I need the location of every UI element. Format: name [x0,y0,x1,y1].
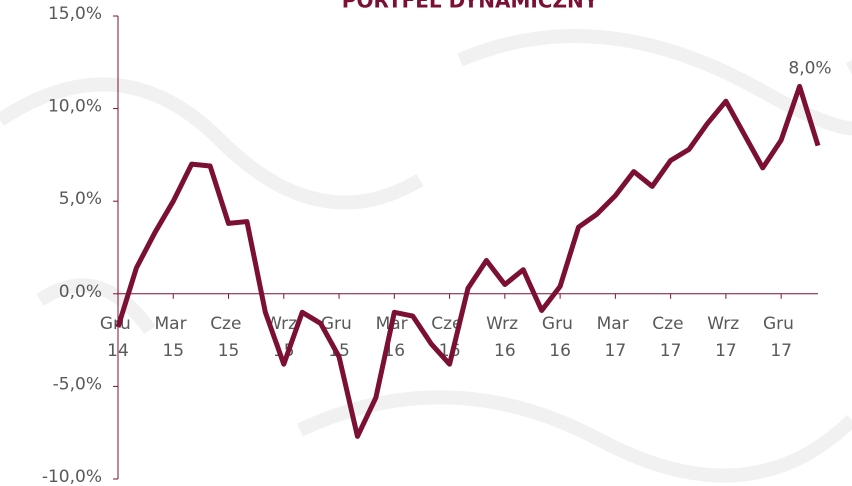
x-tick-label-line: 17 [770,341,792,361]
x-tick-label-line: Cze [210,314,247,334]
chart-title: PORTFEL DYNAMICZNY [342,0,599,13]
x-tick-label-line: 14 [107,341,129,361]
x-tick-label: Wrz 16 [486,314,523,361]
line-series [115,83,821,439]
x-tick-label-line: 17 [660,341,682,361]
y-tick-label: 5,0% [59,189,102,209]
x-tick-label: Gru 17 [763,314,799,361]
x-tick-label: Wrz 17 [707,314,744,361]
x-tick-label-line: 16 [549,341,571,361]
x-tick-label: Gru 16 [542,314,578,361]
x-tick-label-line: Mar [155,314,192,334]
x-tick-label: Mar 15 [155,314,192,361]
x-tick-label-line: Gru [542,314,578,334]
x-tick-label-line: Mar [597,314,634,334]
x-tick-label-line: 17 [715,341,737,361]
y-tick-label: 10,0% [48,97,102,117]
x-tick-label-line: Cze [652,314,689,334]
x-tick-label-line: 17 [605,341,627,361]
y-tick-label: 15,0% [48,4,102,24]
x-tick-label-line: Wrz [707,314,744,334]
background-pattern [0,29,852,483]
x-tick-label: Cze 15 [210,314,247,361]
y-tick-label: -5,0% [53,374,102,394]
x-tick-label-line: 16 [494,341,516,361]
y-tick-label: -10,0% [42,467,102,486]
data-label: 8,0% [788,59,831,79]
x-tick-label-line: Gru [321,314,357,334]
x-tick-label-line: 15 [218,341,240,361]
y-tick-label: 0,0% [59,282,102,302]
x-tick-label: Mar 17 [597,314,634,361]
x-tick-label-line: Gru [763,314,799,334]
x-tick-label: Cze 17 [652,314,689,361]
x-tick-label-line: 15 [162,341,184,361]
x-tick-label-line: Wrz [265,314,302,334]
x-tick-label-line: Wrz [486,314,523,334]
